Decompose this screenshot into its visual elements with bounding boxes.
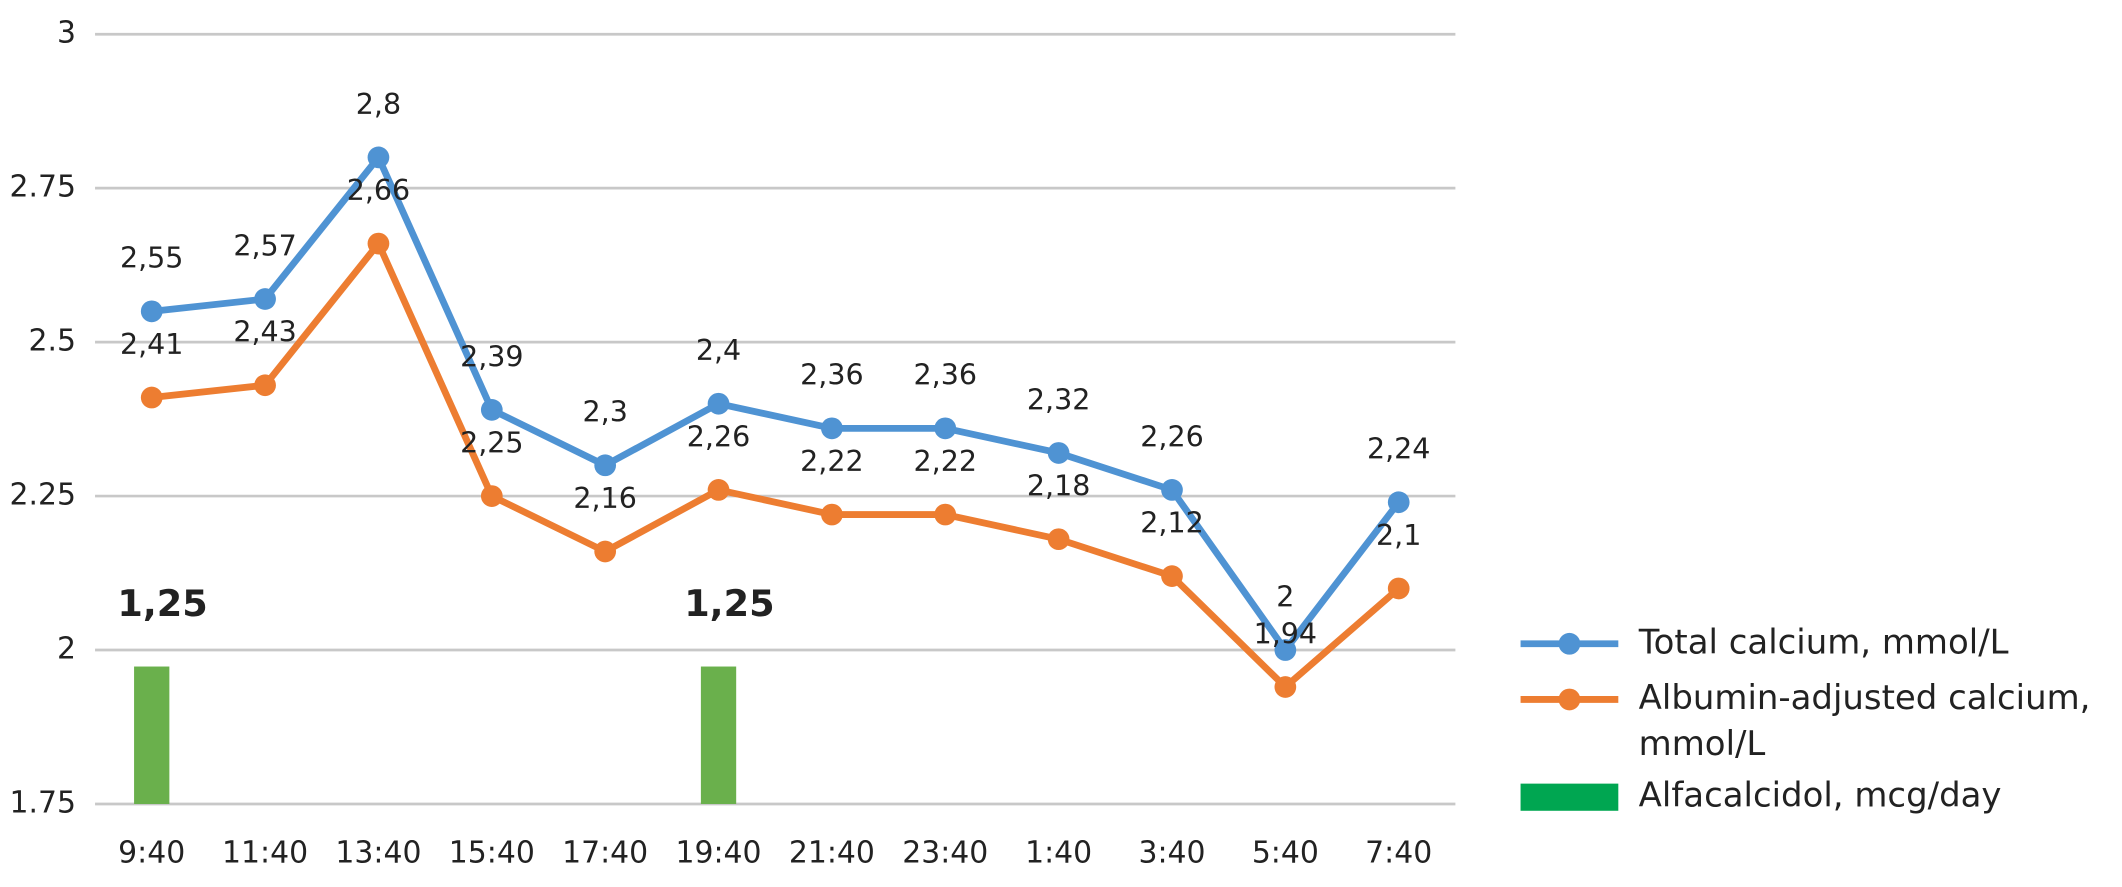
- legend-label: Alfacalcidol, mcg/day: [1638, 775, 2002, 815]
- y-tick-label: 2.5: [29, 324, 77, 359]
- line: [151, 153, 1402, 654]
- value-label: 2: [1276, 580, 1294, 613]
- value-label: 2,1: [1376, 519, 1421, 552]
- legend-swatch: [1558, 688, 1581, 711]
- value-label: 2,22: [800, 445, 863, 478]
- value-label: 2,24: [1367, 433, 1430, 466]
- x-tick-label: 15:40: [449, 836, 535, 871]
- x-tick-label: 5:40: [1252, 836, 1319, 871]
- point: [480, 485, 503, 507]
- y-tick-label: 2: [57, 632, 76, 667]
- legend-swatch: [1558, 632, 1581, 655]
- bar: [134, 666, 170, 804]
- y-tick-label: 2.75: [10, 170, 76, 205]
- value-label: 2,25: [460, 426, 523, 459]
- point: [1387, 491, 1410, 514]
- value-label: 2,66: [347, 174, 410, 207]
- value-label: 2,55: [120, 242, 183, 275]
- point: [821, 503, 843, 526]
- legend-label: Total calcium, mmol/L: [1638, 622, 2009, 662]
- legend-swatch: [1520, 783, 1619, 811]
- legend-entry: Total calcium, mmol/L: [1638, 622, 2009, 662]
- point: [594, 540, 617, 563]
- point: [1274, 676, 1297, 698]
- point: [934, 503, 957, 526]
- legend-entry: Albumin-adjusted calcium, mmol/L: [1638, 677, 2091, 764]
- legend-label: Albumin-adjusted calcium, mmol/L: [1638, 677, 2091, 764]
- value-label: 2,36: [914, 359, 977, 392]
- point: [254, 288, 276, 310]
- value-label: 2,3: [583, 396, 628, 429]
- point: [707, 392, 730, 415]
- point: [594, 454, 617, 477]
- x-tick-label: 11:40: [222, 836, 308, 871]
- point: [1161, 479, 1183, 501]
- bar-value-label: 1,25: [117, 582, 207, 625]
- point: [480, 399, 503, 421]
- value-label: 2,32: [1027, 383, 1090, 416]
- point: [1047, 528, 1070, 551]
- point: [1047, 442, 1070, 464]
- x-tick-label: 9:40: [118, 836, 185, 871]
- value-label: 2,41: [120, 328, 183, 361]
- x-tick-label: 21:40: [789, 836, 875, 871]
- x-tick-label: 7:40: [1365, 836, 1432, 871]
- bar-value-label: 1,25: [684, 582, 774, 625]
- point: [367, 146, 390, 169]
- point: [254, 374, 276, 397]
- point: [707, 479, 730, 501]
- y-tick-label: 2.25: [10, 478, 76, 513]
- point: [140, 300, 163, 323]
- legend-entry: Alfacalcidol, mcg/day: [1638, 775, 2002, 815]
- point: [934, 417, 957, 440]
- value-label: 2,36: [800, 359, 863, 392]
- value-label: 2,26: [1140, 420, 1203, 453]
- value-label: 1,94: [1254, 617, 1317, 650]
- point: [140, 386, 163, 409]
- line: [151, 240, 1401, 691]
- x-tick-label: 1:40: [1025, 836, 1092, 871]
- y-tick-label: 1.75: [10, 785, 76, 820]
- point: [821, 417, 843, 440]
- value-label: 2,12: [1140, 507, 1203, 540]
- value-label: 2,18: [1027, 470, 1090, 503]
- value-label: 2,26: [687, 420, 750, 453]
- x-tick-label: 23:40: [902, 836, 988, 871]
- point: [1387, 577, 1410, 600]
- value-label: 2,22: [914, 445, 977, 478]
- point: [367, 232, 390, 255]
- x-tick-label: 13:40: [335, 836, 421, 871]
- point: [1161, 565, 1183, 587]
- value-label: 2,8: [356, 88, 401, 121]
- point: [1274, 639, 1297, 661]
- value-label: 2,57: [233, 229, 296, 262]
- value-label: 2,4: [696, 334, 741, 367]
- y-tick-label: 3: [57, 16, 76, 51]
- value-label: 2,43: [233, 316, 296, 349]
- x-tick-label: 17:40: [562, 836, 648, 871]
- value-label: 2,16: [573, 482, 636, 515]
- value-label: 2,39: [460, 340, 523, 373]
- x-tick-label: 19:40: [676, 836, 762, 871]
- bar: [700, 666, 737, 804]
- x-tick-label: 3:40: [1138, 836, 1205, 871]
